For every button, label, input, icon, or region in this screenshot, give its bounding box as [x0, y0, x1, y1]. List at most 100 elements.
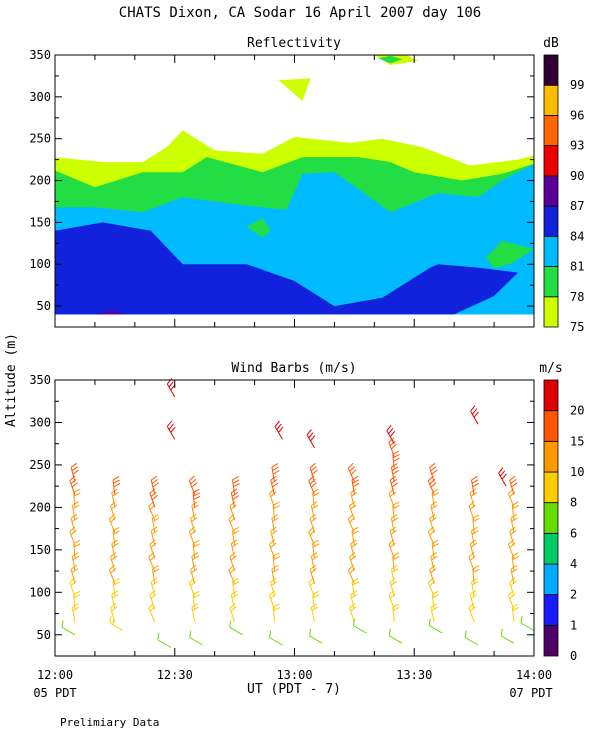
reflectivity-contour-78 [246, 218, 271, 238]
y-tick-label: 50 [37, 628, 51, 642]
wind-barb [428, 618, 443, 634]
wind-barb [69, 526, 77, 546]
wind-barb [109, 616, 124, 631]
colorbar-swatch [543, 379, 559, 412]
y-tick-label: 150 [29, 543, 51, 557]
wind-barb [388, 628, 403, 644]
wind-barb [71, 501, 80, 521]
wind-barb [191, 501, 199, 521]
wind-barb [110, 501, 118, 521]
colorbar-label: 87 [570, 199, 584, 213]
reflectivity-contour-75 [278, 78, 311, 101]
colorbar-label: 84 [570, 229, 584, 243]
colorbar-swatch [543, 84, 559, 116]
wind-barb [166, 420, 176, 440]
colorbar-swatch [543, 235, 559, 267]
wind-barb [229, 620, 243, 636]
windbarbs-colorbar-unit: m/s [539, 361, 562, 376]
page-title: CHATS Dixon, CA Sodar 16 April 2007 day … [119, 5, 481, 21]
wind-barb [191, 603, 199, 623]
colorbar-swatch [543, 594, 559, 626]
wind-barb [166, 378, 176, 398]
wind-barb [471, 526, 479, 546]
colorbar-swatch [543, 410, 559, 442]
wind-barb [388, 437, 397, 457]
y-tick-label: 350 [29, 48, 51, 62]
wind-barb [464, 630, 479, 646]
reflectivity-colorbar-unit: dB [543, 36, 559, 51]
wind-barb [149, 539, 157, 559]
windbarbs-axes: 50 100 150 200 250 300 350 12:00 12:30 13:00 13:30… [29, 373, 552, 682]
colorbar-swatch [543, 115, 559, 147]
wind-barb [150, 475, 159, 495]
y-tick-label: 50 [37, 299, 51, 313]
colorbar-label: 75 [570, 320, 584, 334]
wind-barb [73, 488, 81, 508]
wind-barb [390, 514, 399, 533]
wind-barb [192, 488, 201, 508]
colorbar-label: 15 [570, 434, 584, 448]
wind-barb [310, 603, 319, 623]
wind-barb [349, 552, 357, 572]
wind-barb [306, 429, 316, 449]
reflectivity-contour-87 [94, 311, 127, 315]
wind-barb [229, 603, 237, 623]
y-tick-label: 250 [29, 132, 51, 146]
y-tick-label: 300 [29, 415, 51, 429]
wind-barb [429, 513, 437, 534]
colorbar-label: 81 [570, 260, 584, 274]
colorbar-swatch [543, 205, 559, 237]
wind-barb [349, 501, 357, 521]
x-tick-label: 13:00 [276, 668, 312, 682]
reflectivity-contour-78 [378, 55, 403, 64]
wind-barb [272, 603, 281, 623]
wind-barb [309, 564, 317, 584]
wind-barb [272, 501, 281, 521]
colorbar-label: 93 [570, 139, 584, 153]
wind-barb [149, 488, 158, 508]
wind-barb [189, 630, 203, 646]
wind-barb [271, 514, 279, 533]
wind-barb [268, 539, 277, 559]
x-axis-label: UT (PDT - 7) [247, 682, 341, 697]
colorbar-label: 90 [570, 169, 584, 183]
wind-barb [110, 552, 118, 572]
colorbar-swatch [543, 624, 559, 657]
colorbar-swatch [543, 145, 559, 177]
wind-barb [349, 603, 357, 623]
x-tick-label: 12:00 [37, 668, 73, 682]
wind-barb [429, 564, 437, 584]
wind-barb [271, 565, 279, 584]
colorbar-label: 96 [570, 108, 584, 122]
wind-barb [471, 577, 479, 597]
y-tick-label: 350 [29, 373, 51, 387]
wind-barb [472, 565, 480, 584]
wind-barb [149, 590, 157, 610]
colorbar-swatch [543, 296, 559, 328]
wind-barb [468, 552, 476, 572]
x-right-sublabel: 07 PDT [509, 686, 552, 700]
y-axis-label: Altitude (m) [4, 333, 19, 427]
wind-barb [71, 603, 80, 623]
wind-barb [468, 603, 476, 623]
wind-barb [61, 620, 76, 636]
wind-barb [157, 633, 172, 648]
windbarbs-plot [61, 378, 535, 648]
wind-barb [500, 628, 515, 644]
wind-barb [229, 501, 237, 521]
wind-barb [229, 552, 237, 572]
wind-barb [271, 463, 280, 482]
y-tick-label: 100 [29, 585, 51, 599]
colorbar-label: 8 [570, 496, 577, 510]
wind-barb [390, 564, 399, 584]
wind-barb [509, 475, 518, 495]
reflectivity-title: Reflectivity [247, 36, 341, 51]
wind-barb [347, 462, 357, 483]
wind-barb [188, 475, 198, 495]
wind-barb [470, 405, 479, 425]
y-tick-label: 200 [29, 500, 51, 514]
colorbar-swatch [543, 266, 559, 298]
wind-barb [389, 475, 398, 495]
y-tick-label: 200 [29, 174, 51, 188]
